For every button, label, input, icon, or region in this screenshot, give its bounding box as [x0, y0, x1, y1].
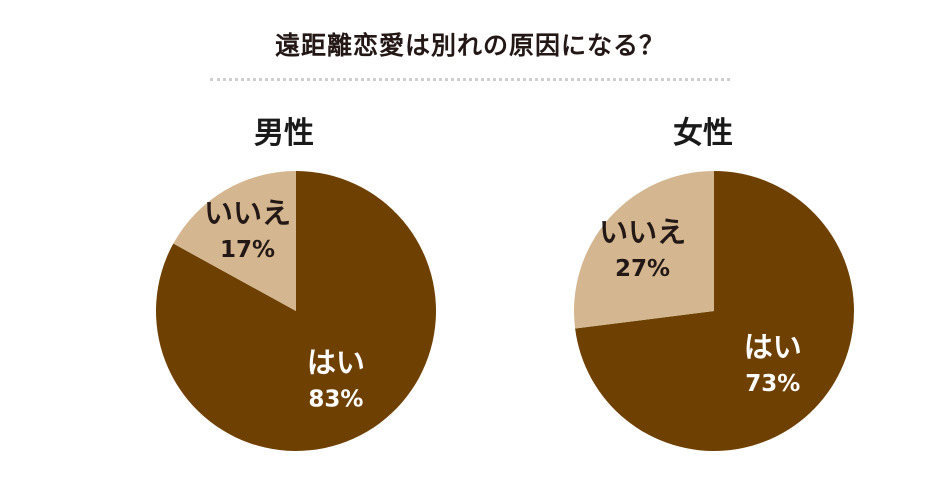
men-pie-chart: はい 83% いいえ 17%: [155, 171, 437, 451]
pie-slice-yes: [155, 171, 437, 451]
pie-label-no: いいえ: [204, 196, 291, 230]
pie-slice-no: [173, 171, 296, 311]
pie-label-yes: はい: [744, 330, 802, 364]
pie-value-no: 27%: [615, 256, 670, 282]
women-chart-title: 女性: [673, 116, 733, 151]
pie-label-yes: はい: [307, 345, 365, 379]
pie-slice-yes: [575, 171, 854, 452]
pie-label-no: いいえ: [599, 215, 686, 249]
title-divider: [210, 78, 730, 81]
pie-value-no: 17%: [220, 237, 275, 263]
pie-slice-no: [574, 171, 714, 329]
men-chart-title: 男性: [254, 116, 314, 151]
pie-value-yes: 73%: [745, 371, 800, 397]
pie-value-yes: 83%: [308, 386, 363, 412]
women-pie-chart: はい 73% いいえ 27%: [574, 171, 854, 452]
page-title: 遠距離恋愛は別れの原因になる？: [274, 31, 665, 60]
